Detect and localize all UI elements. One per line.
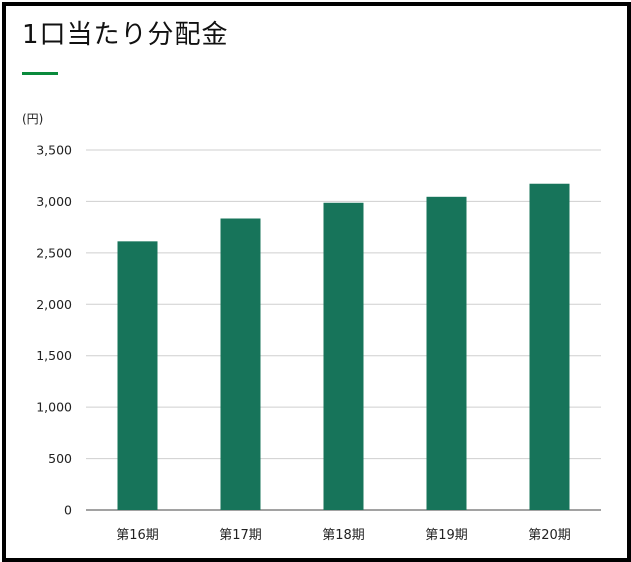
bars — [117, 183, 570, 511]
bar — [323, 202, 364, 510]
x-axis-ticks: 第16期 第17期 第18期 第19期 第20期 — [116, 528, 571, 543]
bar — [529, 183, 570, 511]
x-tick-label: 第18期 — [322, 528, 365, 543]
x-tick-label: 第17期 — [219, 528, 262, 543]
x-tick-label: 第20期 — [528, 528, 571, 543]
bar — [426, 196, 467, 511]
y-tick-label: 1,500 — [36, 348, 72, 363]
y-tick-label: 3,000 — [36, 194, 72, 209]
y-axis-ticks: 0 500 1,000 1,500 2,000 2,500 3,000 3,500 — [36, 143, 72, 518]
x-tick-label: 第19期 — [425, 528, 468, 543]
y-axis-unit-label: (円) — [22, 112, 44, 126]
y-tick-label: 2,000 — [36, 297, 72, 312]
title-accent-line — [22, 72, 58, 75]
chart-title: 1口当たり分配金 — [22, 20, 229, 50]
y-tick-label: 2,500 — [36, 245, 72, 260]
y-tick-label: 1,000 — [36, 400, 72, 415]
y-tick-label: 0 — [64, 503, 72, 518]
bar — [220, 218, 261, 510]
x-tick-label: 第16期 — [116, 528, 159, 543]
bar — [117, 241, 158, 510]
y-tick-label: 500 — [48, 451, 72, 466]
y-tick-label: 3,500 — [36, 143, 72, 158]
